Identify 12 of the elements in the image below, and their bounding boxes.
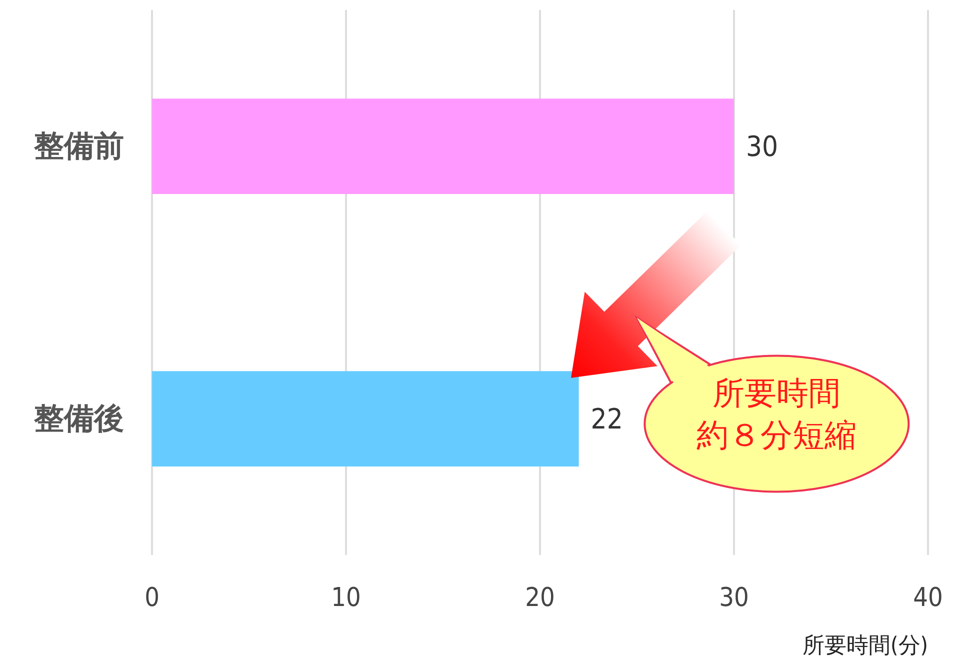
annotation: 約８分短縮 (696, 416, 857, 454)
x-tick-label: 10 (331, 583, 361, 613)
x-tick-label: 20 (525, 583, 555, 613)
x-tick-label: 0 (144, 583, 160, 613)
y-tick-label: 整備後 (33, 401, 124, 436)
y-tick-label: 整備前 (33, 128, 124, 164)
x-tick-label: 40 (913, 583, 943, 613)
x-axis-title: 所要時間(分) (802, 634, 928, 658)
data-label: 22 (590, 402, 623, 436)
annotation: 所要時間 (712, 374, 841, 412)
x-tick-label: 30 (719, 583, 749, 613)
data-label: 30 (746, 130, 778, 163)
